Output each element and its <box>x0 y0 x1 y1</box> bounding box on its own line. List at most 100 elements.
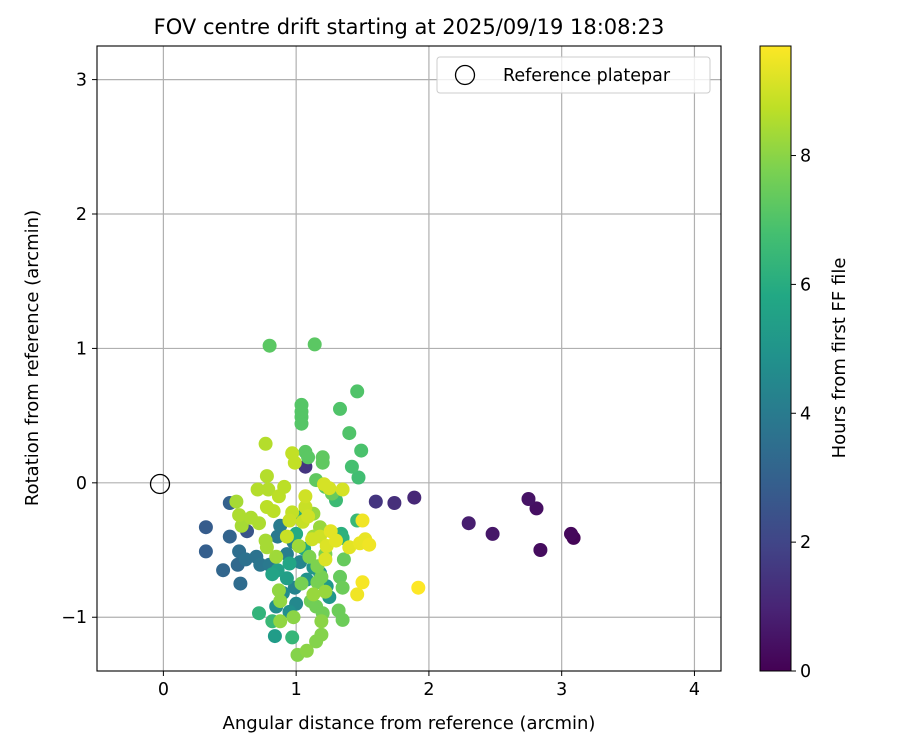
data-point <box>198 544 213 559</box>
legend-marker <box>454 64 476 86</box>
data-point <box>533 543 548 557</box>
x-tick-label: 2 <box>423 680 434 700</box>
x-tick-label: 0 <box>158 680 169 700</box>
data-point <box>298 489 313 504</box>
data-point <box>252 606 266 621</box>
y-tick-label: −1 <box>61 608 87 628</box>
data-point <box>266 504 281 519</box>
data-point <box>279 571 294 586</box>
data-point <box>258 533 273 548</box>
data-point <box>350 384 365 399</box>
data-point <box>318 584 333 599</box>
data-point <box>344 459 359 474</box>
x-tick-label: 3 <box>556 680 567 700</box>
data-point <box>301 450 316 465</box>
axes: 0 1 2 3 4 −1 0 1 2 3 <box>61 71 700 700</box>
data-point <box>315 455 330 470</box>
data-point <box>232 508 247 523</box>
data-point <box>329 533 343 548</box>
legend: Reference platepar <box>436 56 711 94</box>
legend-label: Reference platepar <box>503 66 671 86</box>
data-point <box>261 482 276 497</box>
data-point <box>322 481 337 496</box>
data-point <box>314 569 329 584</box>
y-tick-label: 0 <box>76 474 87 494</box>
chart-title: FOV centre drift starting at 2025/09/19 … <box>154 15 665 39</box>
data-point <box>333 569 347 584</box>
data-point <box>350 587 365 602</box>
data-point <box>355 513 370 528</box>
data-point <box>285 630 300 645</box>
data-point <box>342 426 357 441</box>
data-point <box>271 583 286 598</box>
data-point <box>342 540 357 555</box>
data-point <box>234 518 249 533</box>
data-point <box>279 529 294 544</box>
colorbar-tick-label: 2 <box>800 533 811 553</box>
data-point <box>362 537 377 552</box>
colorbar-label: Hours from first FF file <box>829 258 850 459</box>
data-point <box>301 509 316 524</box>
data-point <box>273 614 288 629</box>
data-point <box>252 516 266 531</box>
colorbar-gradient <box>759 45 792 672</box>
colorbar-tick-label: 8 <box>800 147 811 167</box>
data-point <box>335 612 350 627</box>
data-point <box>529 501 544 516</box>
data-point <box>461 516 476 531</box>
data-point <box>309 634 324 649</box>
grid <box>97 46 721 671</box>
data-point <box>273 594 288 609</box>
data-point <box>335 482 350 497</box>
data-point <box>198 520 213 535</box>
data-point <box>351 470 366 485</box>
plot-frame <box>96 45 722 672</box>
data-point <box>269 549 284 564</box>
y-tick-label: 3 <box>76 71 87 91</box>
reference-platepar-marker <box>149 473 171 495</box>
data-point <box>521 492 536 506</box>
scatter-points <box>198 337 581 662</box>
data-point <box>355 575 370 590</box>
x-tick-label: 1 <box>291 680 302 700</box>
data-point <box>265 567 280 582</box>
y-tick-label: 1 <box>76 339 87 359</box>
y-tick-label: 2 <box>76 205 87 225</box>
data-point <box>564 526 578 541</box>
data-point <box>258 436 273 451</box>
data-point <box>302 549 317 564</box>
data-point <box>294 416 309 431</box>
data-point <box>216 563 231 578</box>
data-point <box>335 580 350 595</box>
data-point <box>306 587 321 602</box>
data-point <box>229 494 244 509</box>
data-point <box>485 526 500 541</box>
data-point <box>259 469 274 484</box>
data-point <box>286 610 301 625</box>
data-point <box>282 513 297 528</box>
data-point <box>267 629 282 644</box>
data-point <box>407 490 422 505</box>
data-point <box>299 643 314 658</box>
colorbar-ticks: 0 2 4 6 8 <box>791 147 811 682</box>
colorbar-tick-label: 6 <box>800 275 811 295</box>
data-point <box>411 580 426 595</box>
data-point <box>354 443 369 458</box>
data-point <box>314 614 329 629</box>
data-point <box>368 494 383 509</box>
data-point <box>294 397 309 412</box>
data-point <box>250 482 265 497</box>
data-point <box>277 479 292 494</box>
data-point <box>336 552 351 567</box>
legend-box <box>436 56 711 94</box>
data-point <box>387 496 402 510</box>
data-point <box>238 552 253 567</box>
data-point <box>318 552 333 567</box>
x-axis-label: Angular distance from reference (arcmin) <box>223 713 596 734</box>
data-point <box>282 556 297 571</box>
colorbar-tick-label: 0 <box>800 662 811 682</box>
data-point <box>233 576 248 591</box>
data-point <box>307 337 322 352</box>
data-point <box>294 576 309 591</box>
